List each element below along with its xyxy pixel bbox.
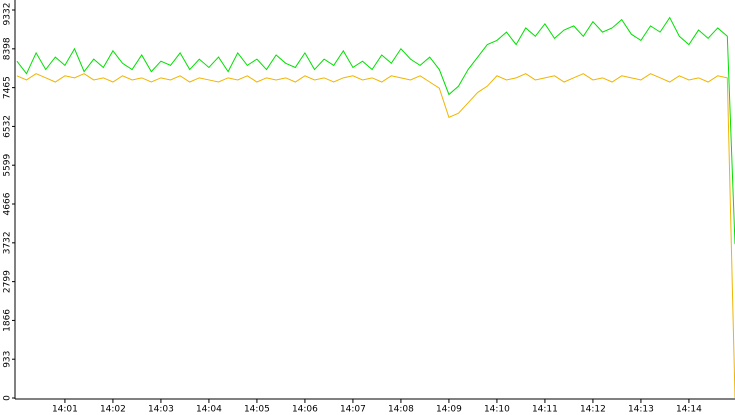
x-tick-label: 14:01 bbox=[52, 405, 78, 415]
y-tick-label: 7465 bbox=[3, 76, 13, 99]
y-tick-label: 933 bbox=[3, 351, 13, 368]
x-tick-label: 14:08 bbox=[388, 405, 414, 415]
y-tick-label: 0 bbox=[3, 395, 13, 401]
y-tick-label: 6532 bbox=[3, 115, 13, 138]
x-tick-label: 14:11 bbox=[532, 405, 558, 415]
x-tick-label: 14:05 bbox=[244, 405, 270, 415]
x-tick-label: 14:14 bbox=[676, 405, 702, 415]
x-tick-label: 14:12 bbox=[580, 405, 606, 415]
x-tick-label: 14:07 bbox=[340, 405, 366, 415]
x-tick-label: 14:04 bbox=[196, 405, 222, 415]
x-tick-label: 14:03 bbox=[148, 405, 174, 415]
x-tick-label: 14:10 bbox=[484, 405, 510, 415]
y-tick-label: 9332 bbox=[3, 3, 13, 26]
y-tick-label: 3732 bbox=[3, 231, 13, 254]
y-tick-label: 2799 bbox=[3, 270, 13, 293]
series-line bbox=[16, 16, 735, 245]
y-tick-label: 1866 bbox=[3, 309, 13, 332]
y-tick-label: 5599 bbox=[3, 153, 13, 176]
x-tick-label: 14:02 bbox=[100, 405, 126, 415]
y-tick-label: 8398 bbox=[3, 37, 13, 60]
series-line bbox=[16, 73, 735, 399]
x-tick-label: 14:13 bbox=[628, 405, 654, 415]
y-tick-label: 4666 bbox=[3, 192, 13, 215]
x-tick-label: 14:06 bbox=[292, 405, 318, 415]
x-tick-label: 14:09 bbox=[436, 405, 462, 415]
